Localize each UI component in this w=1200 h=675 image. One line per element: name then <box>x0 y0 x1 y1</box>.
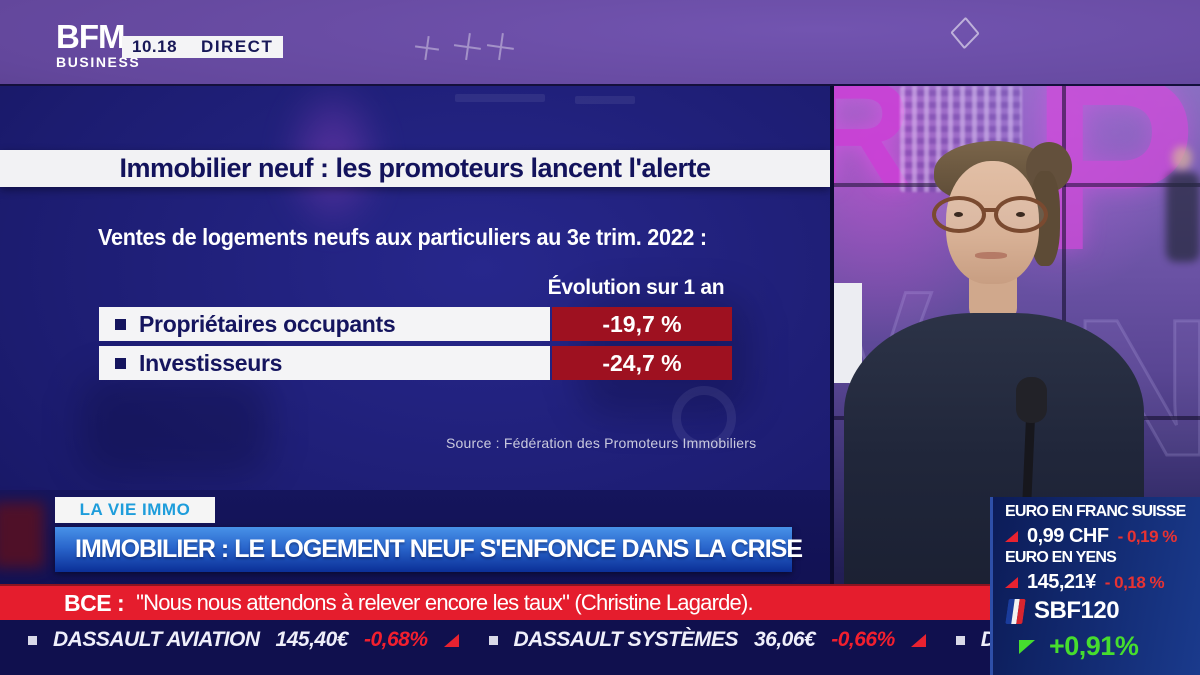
quote-change: - 0,19 % <box>1117 526 1178 546</box>
row-label: Investisseurs <box>139 349 283 376</box>
index-change: +0,91% <box>1049 631 1139 661</box>
quote-row: 145,21¥ - 0,18 % <box>1005 571 1165 594</box>
graphic-title-banner: Immobilier neuf : les promoteurs lancent… <box>0 150 830 187</box>
ticker-stock-name: DASSAULT SYSTÈMES <box>513 628 739 651</box>
top-bar: BFM BUSINESS 10.18 DIRECT <box>0 0 1200 86</box>
row-label: Propriétaires occupants <box>139 310 396 337</box>
square-bullet-icon <box>115 318 126 330</box>
down-triangle-icon <box>1005 577 1018 588</box>
ticker-stock-change: -0,68% <box>363 628 428 651</box>
background-ring-decor <box>672 386 736 450</box>
square-bullet-icon <box>28 635 37 645</box>
quote-name: EURO EN FRANC SUISSE <box>1005 503 1186 520</box>
quote-row: 0,99 CHF - 0,19 % <box>1005 525 1177 548</box>
glasses-bridge <box>984 208 996 212</box>
background-decor <box>80 376 270 476</box>
ticker-stock-price: 36,06€ <box>753 628 816 651</box>
headline-text: IMMOBILIER : LE LOGEMENT NEUF S'ENFONCE … <box>75 535 803 563</box>
breaking-quote: "Nous nous attendons à relever encore le… <box>136 590 754 615</box>
down-triangle-icon <box>1005 531 1018 542</box>
show-badge-label: LA VIE IMMO <box>79 500 191 519</box>
bright-screen-panel <box>834 283 862 383</box>
bfm-business-logo: BFM BUSINESS <box>56 20 140 69</box>
live-badge: DIRECT <box>201 37 274 56</box>
presenter-eye <box>1016 212 1025 217</box>
clock-time: 10.18 <box>132 37 178 56</box>
background-decor <box>0 502 44 568</box>
table-row: Investisseurs -24,7 % <box>99 346 732 380</box>
ticker-stock-change: -0,66% <box>831 628 895 651</box>
table-column-header: Évolution sur 1 an <box>547 276 725 299</box>
studio-letter-decor: R <box>834 86 912 208</box>
show-badge: LA VIE IMMO <box>55 497 215 523</box>
square-bullet-icon <box>115 357 126 369</box>
background-decor <box>575 96 635 104</box>
time-direct-box: 10.18 DIRECT <box>122 36 284 58</box>
background-decor <box>455 94 545 102</box>
ticker-stock-name: DASSAULT AVIATION <box>53 628 260 651</box>
diamond-icon <box>950 16 980 50</box>
ticker-stock-price: 145,40€ <box>275 628 349 651</box>
square-bullet-icon <box>955 635 965 645</box>
plus-icon <box>452 31 483 62</box>
source-credit: Source : Fédération des Promoteurs Immob… <box>446 435 757 451</box>
row-value: -24,7 % <box>552 346 732 380</box>
plus-icon <box>413 34 441 62</box>
glasses-icon <box>994 196 1048 233</box>
quote-name: EURO EN YENS <box>1005 549 1117 566</box>
quote-change: - 0,18 % <box>1104 572 1165 592</box>
logo-subtext: BUSINESS <box>56 54 141 70</box>
breaking-prefix: BCE : <box>64 589 125 616</box>
down-triangle-icon <box>443 633 459 647</box>
ticker-item: DASSAULT SYSTÈMES 36,06€ -0,66% <box>488 628 926 652</box>
france-flag-icon <box>1005 598 1026 624</box>
index-row: SBF120 <box>1005 597 1120 625</box>
table-row: Propriétaires occupants -19,7 % <box>99 307 732 341</box>
up-triangle-icon <box>1019 639 1035 654</box>
market-quotes-panel: EURO EN FRANC SUISSE 0,99 CHF - 0,19 % E… <box>990 497 1200 675</box>
graphic-title: Immobilier neuf : les promoteurs lancent… <box>119 153 711 183</box>
plus-icon <box>485 31 516 62</box>
infographic-panel: Immobilier neuf : les promoteurs lancent… <box>0 86 830 490</box>
down-triangle-icon <box>910 633 926 647</box>
microphone-icon <box>1016 377 1047 423</box>
ticker-item: DASSAULT AVIATION 145,40€ -0,68% <box>28 628 459 652</box>
quote-value: 0,99 CHF <box>1027 525 1109 547</box>
presenter-mouth <box>975 252 1007 259</box>
row-value: -19,7 % <box>552 307 732 341</box>
table-label-cell: Propriétaires occupants <box>99 307 550 341</box>
headline-banner: IMMOBILIER : LE LOGEMENT NEUF S'ENFONCE … <box>55 527 803 572</box>
logo-text: BFM <box>56 18 125 55</box>
background-screen-person <box>1164 138 1200 288</box>
screen-seam <box>1062 86 1066 418</box>
square-bullet-icon <box>488 635 498 645</box>
quote-value: 145,21¥ <box>1027 571 1096 593</box>
presenter-eye <box>954 212 963 217</box>
index-change-row: +0,91% <box>1019 631 1139 662</box>
index-name: SBF120 <box>1034 597 1120 624</box>
graphic-subtitle: Ventes de logements neufs aux particulie… <box>98 224 707 250</box>
table-label-cell: Investisseurs <box>99 346 550 380</box>
